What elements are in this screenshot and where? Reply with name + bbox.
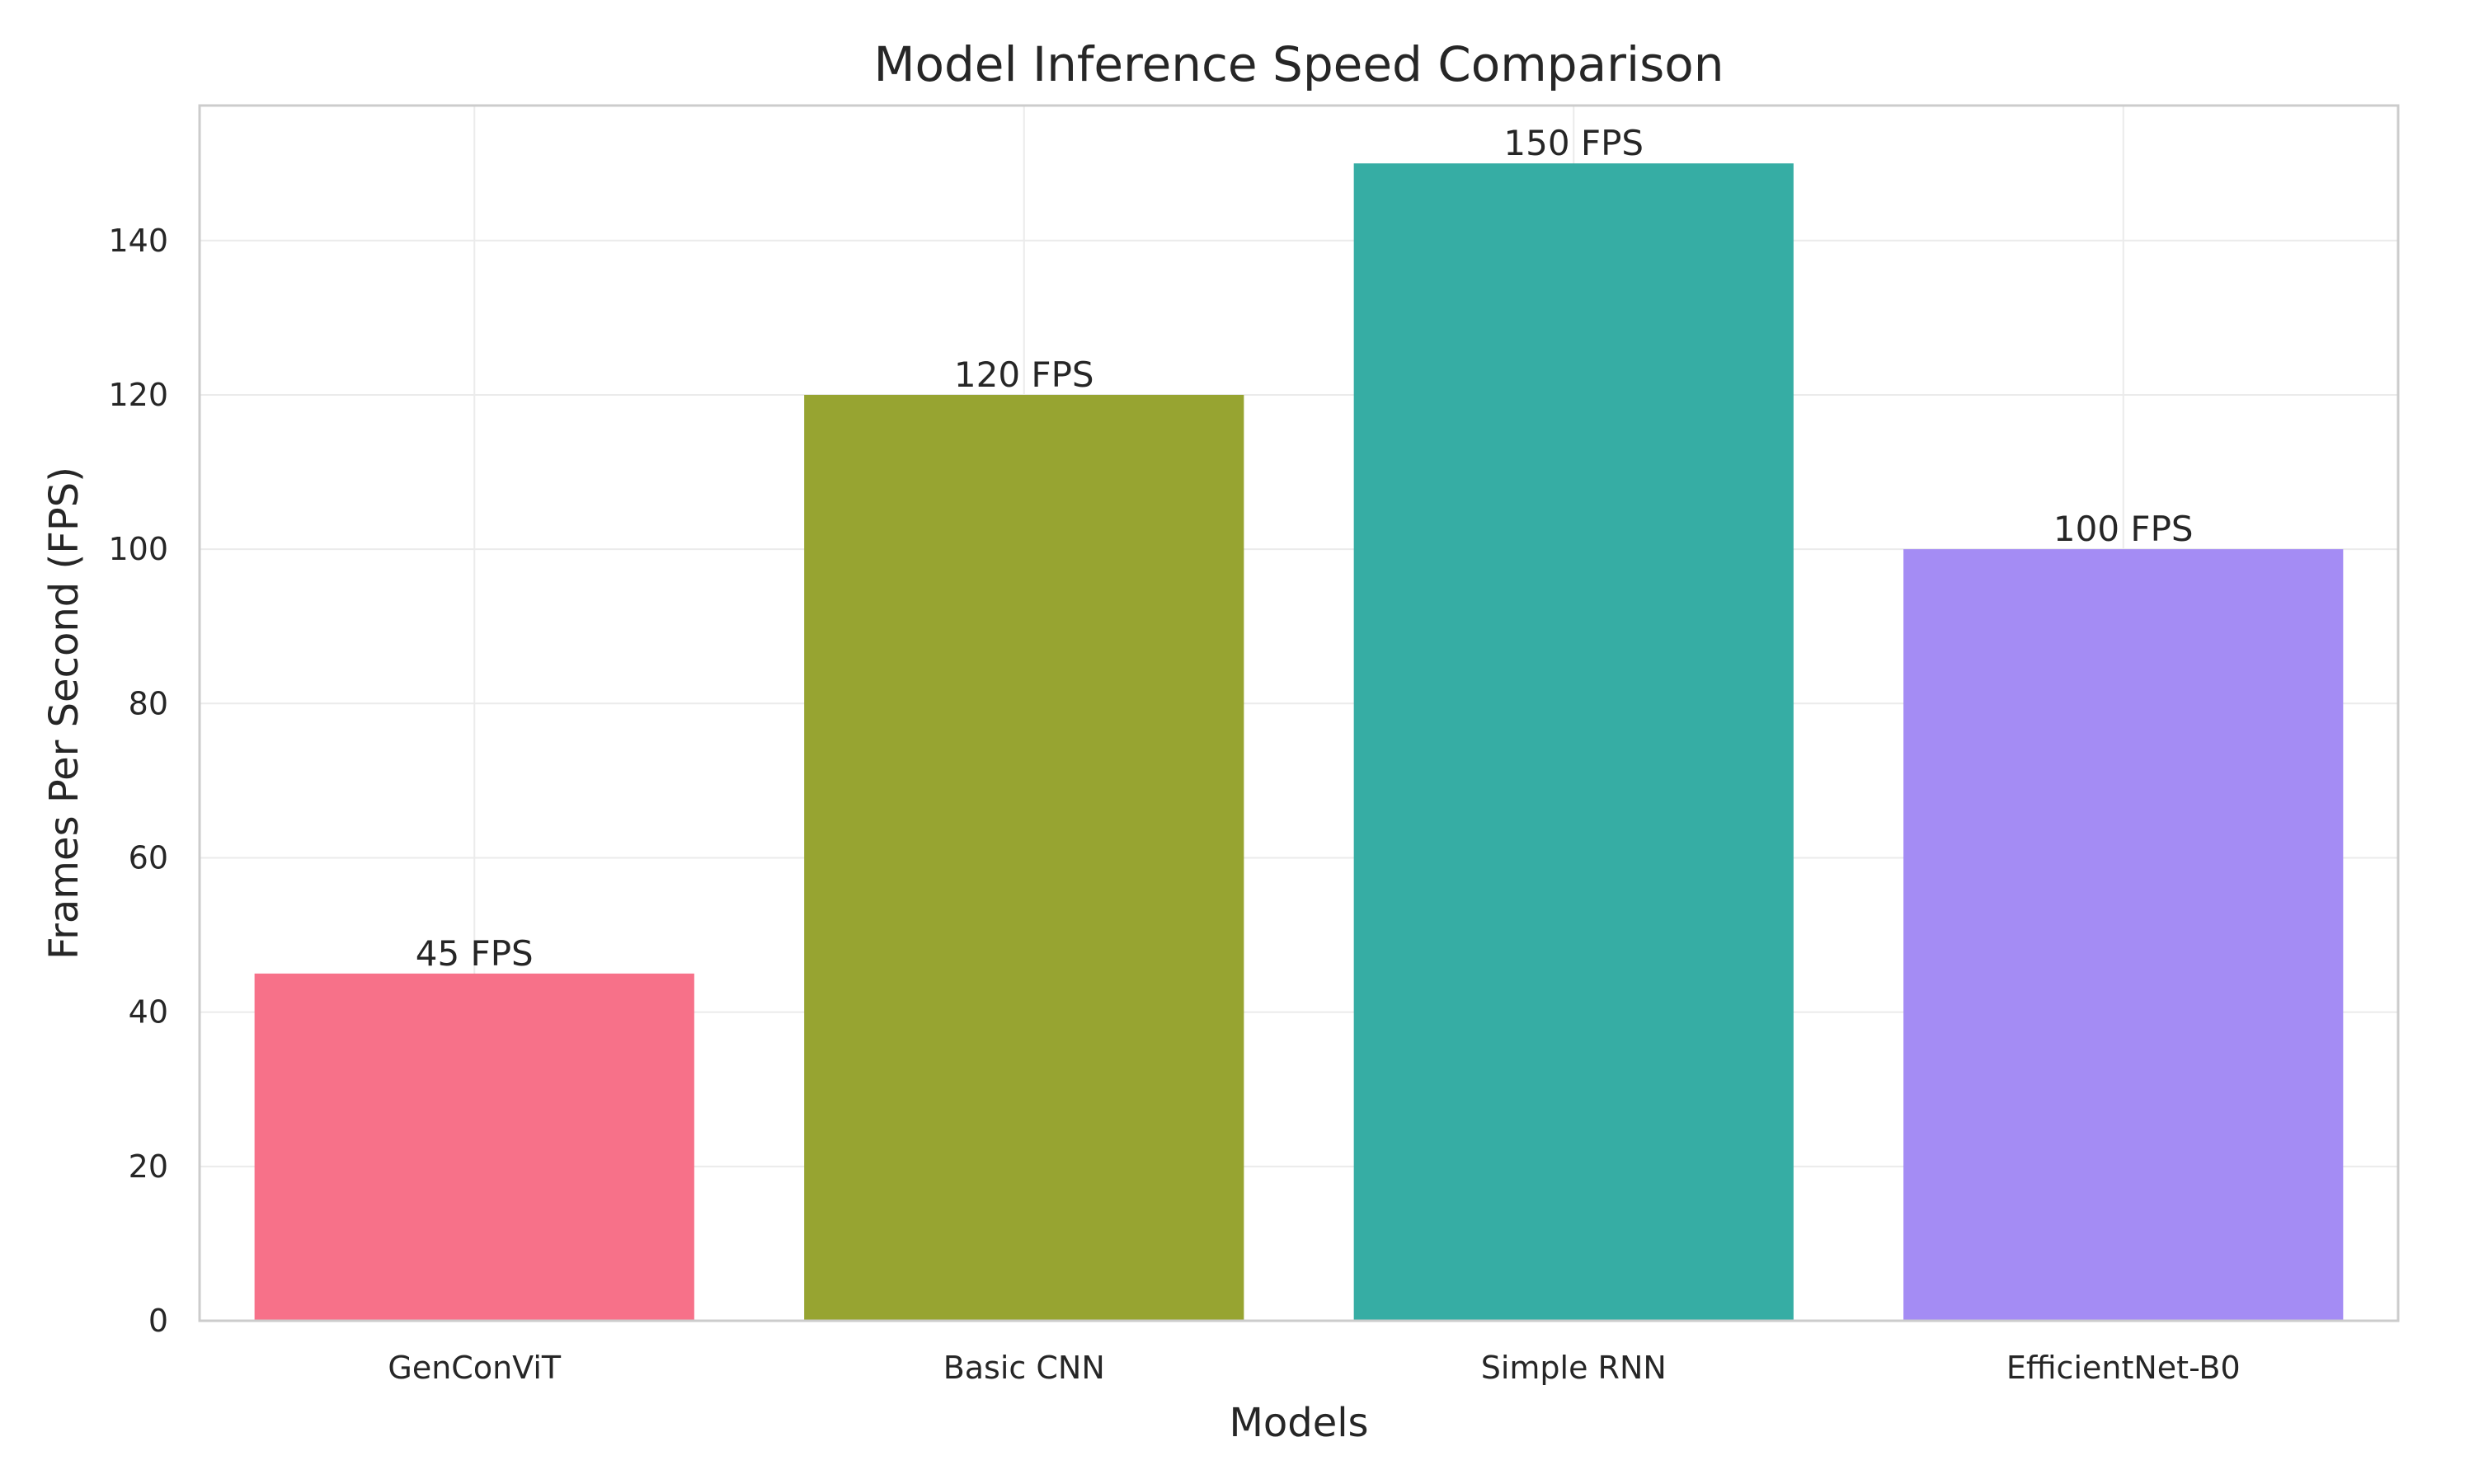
y-tick-label: 20 [129, 1148, 168, 1185]
bar-efficientnet-b0 [1903, 549, 2344, 1321]
y-tick-label: 120 [108, 377, 168, 413]
x-tick-label: EfficientNet-B0 [2006, 1350, 2241, 1386]
y-tick-label: 40 [129, 994, 168, 1031]
y-tick-label: 80 [129, 685, 168, 721]
x-tick-label: Simple RNN [1481, 1350, 1667, 1386]
bars [254, 163, 2344, 1322]
y-tick-label: 0 [148, 1303, 168, 1339]
y-tick-label: 60 [129, 839, 168, 876]
bar-basic-cnn [804, 394, 1244, 1321]
x-tick-label: Basic CNN [943, 1350, 1105, 1386]
x-axis-ticks: GenConViT Basic CNN Simple RNN EfficientNet… [388, 1350, 2240, 1386]
bar-genconvit [254, 973, 694, 1321]
bar-value-label: 150 FPS [1503, 123, 1644, 163]
x-axis-label: Models [1229, 1400, 1368, 1446]
y-tick-label: 140 [108, 223, 168, 259]
y-axis-label: Frames Per Second (FPS) [41, 467, 87, 960]
bar-value-label: 45 FPS [416, 933, 534, 974]
y-axis-ticks: 0 20 40 60 80 100 120 140 [108, 223, 168, 1339]
bar-value-label: 100 FPS [2053, 509, 2194, 549]
chart-title: Model Inference Speed Comparison [873, 36, 1724, 92]
y-tick-label: 100 [108, 531, 168, 567]
bar-value-label: 120 FPS [954, 355, 1094, 395]
x-tick-label: GenConViT [388, 1350, 561, 1386]
data-labels: 45 FPS 120 FPS 150 FPS 100 FPS [416, 123, 2194, 974]
plot-frame [198, 104, 2400, 1322]
bar-simple-rnn [1353, 163, 1794, 1322]
